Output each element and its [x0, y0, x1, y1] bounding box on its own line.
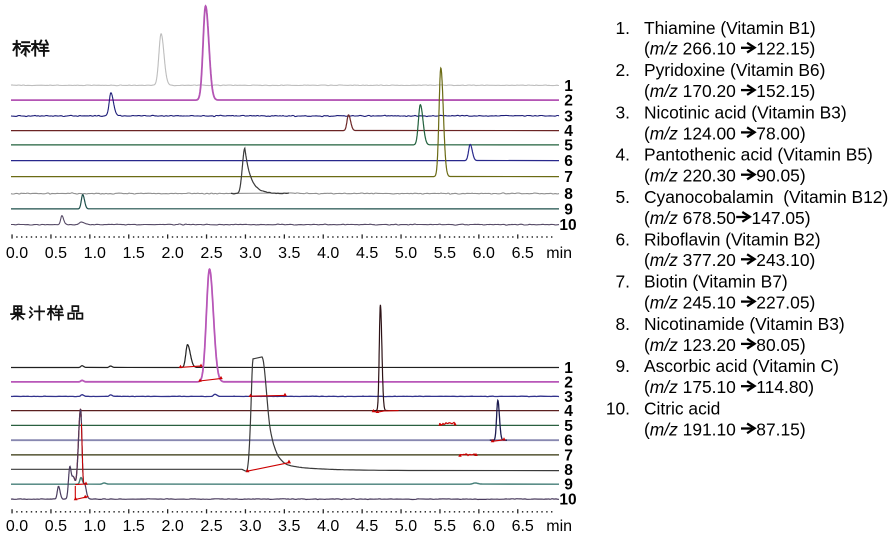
svg-text:10: 10 [559, 217, 576, 234]
svg-text:5.5: 5.5 [434, 518, 456, 535]
svg-text:(m/z 266.10: (m/z 266.10 [644, 39, 736, 59]
svg-text:1: 1 [564, 360, 573, 377]
svg-text:(m/z 175.10: (m/z 175.10 [644, 377, 736, 397]
svg-text:5.0: 5.0 [395, 245, 417, 262]
svg-text:147.05): 147.05) [752, 208, 811, 228]
svg-text:8.: 8. [615, 314, 630, 334]
svg-text:8: 8 [564, 462, 573, 479]
svg-text:4.0: 4.0 [317, 518, 339, 535]
svg-text:5.: 5. [615, 187, 630, 207]
svg-text:7: 7 [564, 169, 573, 186]
svg-text:3.0: 3.0 [239, 518, 261, 535]
svg-text:3: 3 [564, 389, 573, 406]
svg-text:4.5: 4.5 [356, 245, 378, 262]
svg-text:4: 4 [564, 403, 573, 420]
svg-text:87.15): 87.15) [756, 419, 805, 439]
svg-text:1.: 1. [615, 18, 630, 38]
svg-text:(m/z 191.10: (m/z 191.10 [644, 419, 736, 439]
svg-text:3.: 3. [615, 102, 630, 122]
svg-text:0.0: 0.0 [6, 245, 28, 262]
svg-text:6.0: 6.0 [473, 245, 495, 262]
svg-text:3.5: 3.5 [278, 518, 300, 535]
svg-text:9.: 9. [615, 356, 630, 376]
svg-text:5.0: 5.0 [395, 518, 417, 535]
svg-text:(m/z 170.20: (m/z 170.20 [644, 81, 736, 101]
svg-text:4.0: 4.0 [317, 245, 339, 262]
svg-text:5: 5 [564, 418, 573, 435]
svg-text:2.5: 2.5 [200, 518, 222, 535]
svg-text:243.10): 243.10) [756, 250, 815, 270]
svg-text:9: 9 [564, 201, 573, 218]
svg-text:Cyanocobalamin (Vitamin B12): Cyanocobalamin (Vitamin B12) [644, 187, 888, 207]
svg-text:4.: 4. [615, 145, 630, 165]
svg-text:Biotin (Vitamin B7): Biotin (Vitamin B7) [644, 272, 788, 292]
svg-text:90.05): 90.05) [756, 166, 805, 186]
svg-text:1.0: 1.0 [84, 518, 106, 535]
svg-text:7.: 7. [615, 272, 630, 292]
svg-text:6: 6 [564, 153, 573, 170]
svg-text:Pyridoxine (Vitamin B6): Pyridoxine (Vitamin B6) [644, 60, 825, 80]
svg-text:Nicotinamide (Vitamin B3): Nicotinamide (Vitamin B3) [644, 314, 845, 334]
svg-text:3.5: 3.5 [278, 245, 300, 262]
svg-text:0.5: 0.5 [45, 245, 67, 262]
svg-text:6.5: 6.5 [512, 245, 534, 262]
svg-text:227.05): 227.05) [756, 293, 815, 313]
svg-text:1.0: 1.0 [84, 245, 106, 262]
svg-text:2: 2 [564, 374, 573, 391]
svg-text:1.5: 1.5 [123, 518, 145, 535]
svg-text:152.15): 152.15) [756, 81, 815, 101]
svg-text:2: 2 [564, 93, 573, 110]
svg-text:2.0: 2.0 [161, 518, 183, 535]
svg-text:(m/z 220.30: (m/z 220.30 [644, 166, 736, 186]
svg-text:114.80): 114.80) [756, 377, 814, 397]
svg-text:9: 9 [564, 477, 573, 494]
svg-text:78.00): 78.00) [756, 123, 805, 143]
svg-text:(m/z 124.00: (m/z 124.00 [644, 123, 736, 143]
svg-text:122.15): 122.15) [756, 39, 815, 59]
svg-text:0.5: 0.5 [45, 518, 67, 535]
svg-text:10.: 10. [606, 399, 630, 419]
svg-text:Riboflavin (Vitamin B2): Riboflavin (Vitamin B2) [644, 229, 821, 249]
svg-text:4: 4 [564, 123, 573, 140]
svg-text:2.: 2. [615, 60, 630, 80]
svg-text:6.0: 6.0 [473, 518, 495, 535]
svg-text:10: 10 [559, 492, 576, 509]
svg-text:(m/z 377.20: (m/z 377.20 [644, 250, 736, 270]
svg-text:Nicotinic acid (Vitamin B3): Nicotinic acid (Vitamin B3) [644, 102, 847, 122]
svg-text:1.5: 1.5 [123, 245, 145, 262]
svg-text:7: 7 [564, 447, 573, 464]
svg-text:(m/z 123.20: (m/z 123.20 [644, 335, 736, 355]
svg-text:2.0: 2.0 [161, 245, 183, 262]
svg-text:5.5: 5.5 [434, 245, 456, 262]
svg-text:6.5: 6.5 [512, 518, 534, 535]
svg-text:4.5: 4.5 [356, 518, 378, 535]
svg-text:2.5: 2.5 [200, 245, 222, 262]
svg-text:Citric acid: Citric acid [644, 399, 720, 419]
svg-text:1: 1 [564, 78, 573, 95]
svg-text:(m/z 245.10: (m/z 245.10 [644, 293, 736, 313]
svg-text:6: 6 [564, 433, 573, 450]
svg-text:3: 3 [564, 108, 573, 125]
svg-text:6.: 6. [615, 229, 630, 249]
svg-text:Pantothenic acid (Vitamin B5): Pantothenic acid (Vitamin B5) [644, 145, 873, 165]
svg-text:Thiamine (Vitamin B1): Thiamine (Vitamin B1) [644, 18, 816, 38]
svg-text:8: 8 [564, 186, 573, 203]
svg-text:Ascorbic acid (Vitamin C): Ascorbic acid (Vitamin C) [644, 356, 839, 376]
svg-text:5: 5 [564, 137, 573, 154]
svg-text:3.0: 3.0 [239, 245, 261, 262]
svg-text:0.0: 0.0 [6, 518, 28, 535]
svg-text:(m/z 678.50: (m/z 678.50 [644, 208, 736, 228]
svg-text:min: min [546, 245, 572, 262]
svg-text:min: min [546, 518, 572, 535]
svg-text:80.05): 80.05) [756, 335, 805, 355]
